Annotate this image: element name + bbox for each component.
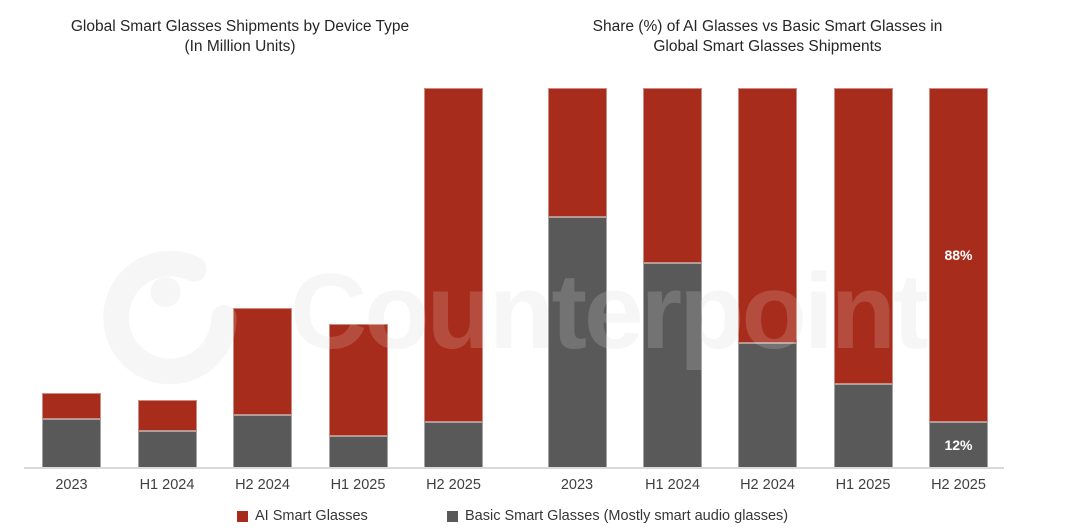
x-axis-label-units-h2-2024: H2 2024	[235, 477, 290, 493]
right-chart-title-line1: Share (%) of AI Glasses vs Basic Smart G…	[592, 18, 943, 35]
bar-segment-share-h2-2024-ai	[738, 88, 797, 343]
bar-segment-share-2023-ai	[547, 88, 607, 218]
x-axis-label-units-h1-2025: H1 2025	[330, 477, 386, 493]
legend-swatch-ai	[237, 510, 248, 522]
bar-segment-units-h2-2025-ai	[424, 88, 483, 423]
x-axis-label-units-h1-2024: H1 2024	[139, 477, 195, 493]
x-axis-label-share-h1-2024: H1 2024	[645, 477, 700, 493]
x-axis-line	[24, 467, 1004, 469]
bar-segment-share-h1-2025-ai	[833, 88, 893, 385]
left-chart-title-line2: (In Million Units)	[184, 37, 296, 55]
bar-segment-units-h2-2024-ai	[233, 308, 292, 415]
x-axis-label-share-2023: 2023	[560, 477, 594, 493]
bar-segment-share-2023-basic	[547, 217, 607, 468]
x-axis-label-share-h1-2025: H1 2025	[835, 477, 891, 493]
bar-segment-units-h1-2024-ai	[137, 399, 197, 432]
legend-swatch-basic	[447, 510, 458, 522]
legend-label-ai: AI Smart Glasses	[255, 508, 368, 524]
bar-segment-units-h1-2025-basic	[328, 436, 388, 468]
bar-segment-units-h1-2025-ai	[328, 323, 388, 437]
bar-segment-share-h2-2025-ai: 88%	[929, 88, 988, 423]
bar-segment-units-h2-2024-basic	[233, 414, 292, 468]
left-chart-title-line1: Global Smart Glasses Shipments by Device…	[70, 18, 410, 35]
legend-item-basic-smart-glasses: Basic Smart Glasses (Mostly smart audio …	[447, 508, 788, 524]
bar-segment-share-h1-2024-ai	[643, 88, 702, 263]
x-axis-label-units-2023: 2023	[55, 477, 88, 493]
right-chart-title: Share (%) of AI Glasses vs Basic Smart G…	[540, 17, 995, 56]
legend-label-basic: Basic Smart Glasses (Mostly smart audio …	[465, 508, 789, 524]
data-label-ai-h2-2025: 88%	[944, 247, 973, 264]
bar-segment-units-2023-ai	[42, 392, 101, 419]
bar-segment-units-2023-basic	[42, 418, 101, 468]
legend-item-ai-smart-glasses: AI Smart Glasses	[237, 508, 368, 524]
data-label-basic-h2-2025: 12%	[944, 437, 973, 454]
bar-segment-share-h1-2025-basic	[833, 384, 893, 468]
bar-segment-share-h1-2024-basic	[643, 262, 702, 468]
bar-segment-units-h1-2024-basic	[137, 431, 197, 468]
x-axis-label-share-h2-2025: H2 2025	[931, 477, 986, 493]
x-axis-label-units-h2-2025: H2 2025	[426, 477, 481, 493]
bar-segment-units-h2-2025-basic	[424, 422, 483, 468]
bar-segment-share-h2-2024-basic	[738, 342, 797, 468]
x-axis-label-share-h2-2024: H2 2024	[740, 477, 795, 493]
bar-segment-share-h2-2025-basic: 12%	[929, 422, 988, 468]
right-chart-title-line2: Global Smart Glasses Shipments	[653, 37, 882, 55]
left-chart-title: Global Smart Glasses Shipments by Device…	[20, 17, 460, 56]
